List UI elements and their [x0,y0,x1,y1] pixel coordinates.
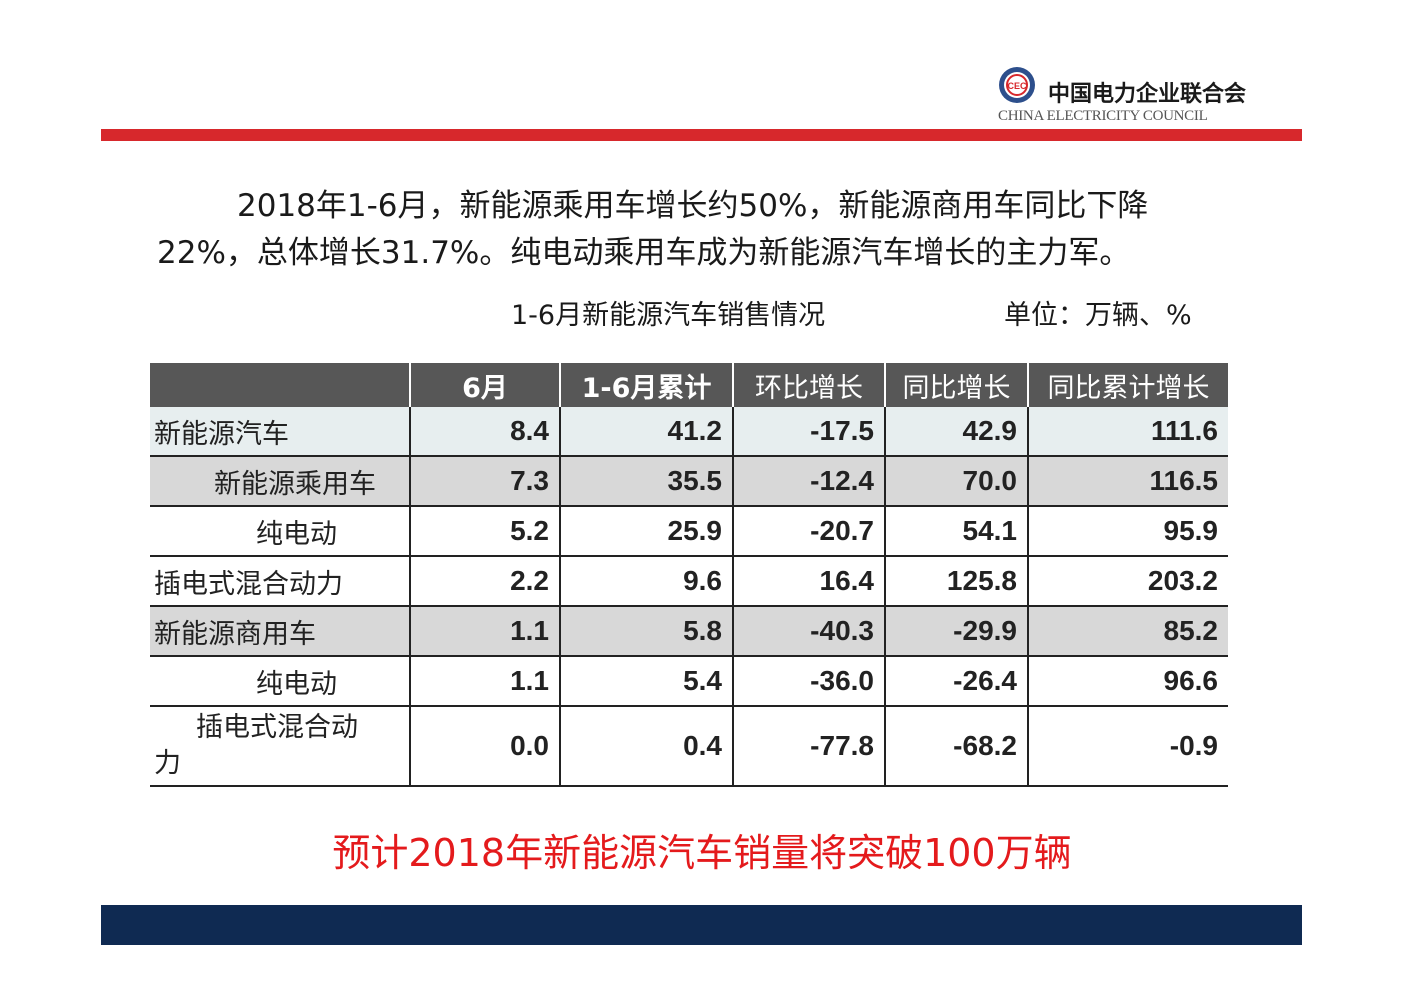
cell-value: 16.4 [733,556,886,607]
cell-value: 96.6 [1028,656,1228,707]
cell-value: 8.4 [410,407,561,457]
row-label: 插电式混合动力 [150,556,411,607]
header-cell-yoy: 同比增长 [885,363,1029,407]
cell-value: 7.3 [410,456,561,507]
cell-value: 5.4 [560,656,734,707]
cell-value: 25.9 [560,506,734,557]
cell-value: -12.4 [733,456,886,507]
table-row: 纯电动 5.2 25.9 -20.7 54.1 95.9 [150,506,1228,557]
cell-value: 42.9 [885,407,1029,457]
cell-value: 1.1 [410,656,561,707]
table-row: 纯电动 1.1 5.4 -36.0 -26.4 96.6 [150,656,1228,707]
table-row: 新能源商用车 1.1 5.8 -40.3 -29.9 85.2 [150,606,1228,657]
cell-value: 70.0 [885,456,1029,507]
cell-value: 9.6 [560,556,734,607]
cell-value: 2.2 [410,556,561,607]
cell-value: 5.8 [560,606,734,657]
intro-paragraph: 2018年1-6月，新能源乘用车增长约50%，新能源商用车同比下降22%，总体增… [157,188,1149,271]
cell-value: -0.9 [1028,706,1228,787]
cell-value: -40.3 [733,606,886,657]
header-cell-label [150,363,411,407]
row-label: 新能源乘用车 [150,456,411,507]
cell-value: 1.1 [410,606,561,657]
table-unit: 单位：万辆、% [1004,300,1192,331]
emblem-letters: CEC [1007,81,1027,91]
cec-emblem-icon: CEC [999,67,1035,103]
row-label: 纯电动 [150,506,411,557]
table-title: 1-6月新能源汽车销售情况 [511,300,826,331]
cell-value: -68.2 [885,706,1029,787]
cell-value: 5.2 [410,506,561,557]
cec-logo: CEC 中国电力企业联合会 CHINA ELECTRICITY COUNCIL [998,62,1250,128]
cell-value: 85.2 [1028,606,1228,657]
row-label-line1: 插电式混合动 [196,712,358,743]
footer-navy-bar [101,905,1302,945]
cell-value: 54.1 [885,506,1029,557]
row-label: 新能源商用车 [150,606,411,657]
org-name-cn: 中国电力企业联合会 [1048,82,1247,107]
cell-value: 41.2 [560,407,734,457]
org-name-en: CHINA ELECTRICITY COUNCIL [998,108,1208,124]
sales-table: 6月 1-6月累计 环比增长 同比增长 同比累计增长 新能源汽车 8.4 41.… [150,363,1228,787]
row-label: 新能源汽车 [150,407,411,457]
cell-value: -20.7 [733,506,886,557]
cell-value: 116.5 [1028,456,1228,507]
header-cell-mom: 环比增长 [733,363,886,407]
row-label: 纯电动 [150,656,411,707]
cell-value: -29.9 [885,606,1029,657]
table-row: 插电式混合动力 2.2 9.6 16.4 125.8 203.2 [150,556,1228,607]
cell-value: 95.9 [1028,506,1228,557]
cell-value: -26.4 [885,656,1029,707]
cell-value: -17.5 [733,407,886,457]
table-row: 新能源汽车 8.4 41.2 -17.5 42.9 111.6 [150,407,1228,457]
header-red-bar [101,129,1302,141]
forecast-text: 预计2018年新能源汽车销量将突破100万辆 [332,831,1072,875]
cell-value: 203.2 [1028,556,1228,607]
cell-value: 111.6 [1028,407,1228,457]
row-label-line2: 力 [154,748,181,779]
cell-value: 35.5 [560,456,734,507]
header-cell-june: 6月 [410,363,561,407]
header-cell-cumulative: 1-6月累计 [560,363,734,407]
cell-value: -77.8 [733,706,886,787]
table-row: 插电式混合动 力 0.0 0.4 -77.8 -68.2 -0.9 [150,706,1228,787]
table-header-row: 6月 1-6月累计 环比增长 同比增长 同比累计增长 [150,363,1228,407]
row-label: 插电式混合动 力 [150,706,411,787]
header-cell-yoy-cumulative: 同比累计增长 [1028,363,1228,407]
cell-value: -36.0 [733,656,886,707]
cell-value: 0.0 [410,706,561,787]
cell-value: 125.8 [885,556,1029,607]
table-row: 新能源乘用车 7.3 35.5 -12.4 70.0 116.5 [150,456,1228,507]
cell-value: 0.4 [560,706,734,787]
